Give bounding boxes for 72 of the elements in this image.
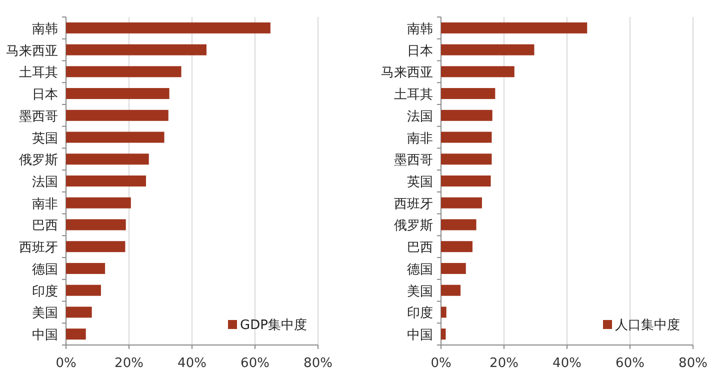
x-tick-label: 60% bbox=[616, 356, 644, 371]
y-tick-label: 英国 bbox=[407, 175, 433, 190]
bar bbox=[441, 328, 446, 340]
y-tick-label: 中国 bbox=[32, 328, 58, 344]
x-tick-label: 60% bbox=[240, 356, 270, 371]
y-tick-label: 法国 bbox=[407, 109, 433, 124]
bar bbox=[441, 284, 461, 296]
y-tick-label: 美国 bbox=[407, 283, 433, 300]
y-tick-label: 俄罗斯 bbox=[19, 153, 58, 168]
bar bbox=[66, 44, 206, 56]
x-tick-label: 40% bbox=[552, 356, 582, 371]
bar bbox=[66, 241, 126, 252]
y-tick-label: 墨西哥 bbox=[19, 109, 58, 124]
x-tick-label: 0% bbox=[430, 356, 452, 371]
y-tick-label: 日本 bbox=[407, 44, 433, 59]
bar bbox=[441, 44, 534, 56]
y-tick-label: 西班牙 bbox=[19, 240, 58, 256]
bar bbox=[66, 197, 131, 208]
y-tick-label: 印度 bbox=[407, 305, 433, 322]
y-tick-label: 巴西 bbox=[32, 218, 58, 234]
y-tick-label: 俄罗斯 bbox=[394, 218, 433, 234]
bar bbox=[66, 219, 126, 230]
bar bbox=[441, 197, 482, 208]
bar bbox=[66, 132, 164, 143]
bar bbox=[66, 22, 270, 34]
y-tick-label: 南非 bbox=[32, 196, 58, 212]
y-tick-label: 中国 bbox=[407, 328, 433, 344]
bar bbox=[441, 22, 588, 34]
x-tick-label: 0% bbox=[56, 356, 76, 371]
y-tick-label: 德国 bbox=[407, 262, 433, 278]
bar bbox=[66, 88, 170, 100]
y-tick-label: 英国 bbox=[32, 131, 58, 146]
y-tick-label: 法国 bbox=[32, 175, 58, 190]
y-tick-label: 南非 bbox=[407, 131, 433, 146]
x-tick-label: 40% bbox=[178, 356, 206, 371]
bar bbox=[441, 219, 476, 230]
bar bbox=[441, 66, 514, 78]
bar bbox=[441, 154, 492, 165]
bar bbox=[66, 110, 168, 121]
y-tick-label: 土耳其 bbox=[19, 66, 58, 81]
bar bbox=[441, 88, 496, 100]
bar bbox=[66, 284, 101, 296]
y-tick-label: 印度 bbox=[32, 283, 58, 300]
y-tick-label: 南韩 bbox=[407, 22, 433, 37]
x-tick-label: 20% bbox=[114, 356, 144, 371]
y-tick-label: 西班牙 bbox=[394, 196, 433, 212]
y-tick-label: 德国 bbox=[32, 262, 58, 278]
bar bbox=[66, 306, 92, 318]
x-tick-label: 80% bbox=[304, 356, 332, 371]
bar bbox=[66, 66, 182, 78]
bar bbox=[66, 154, 149, 165]
y-tick-label: 巴西 bbox=[407, 240, 433, 256]
bar bbox=[66, 328, 86, 340]
bar bbox=[441, 241, 472, 252]
bar bbox=[66, 262, 106, 274]
bar bbox=[441, 306, 446, 318]
y-tick-label: 土耳其 bbox=[394, 88, 433, 103]
y-tick-label: 南韩 bbox=[32, 22, 58, 37]
y-tick-label: 美国 bbox=[32, 305, 58, 322]
bar bbox=[441, 176, 491, 186]
bar bbox=[441, 132, 492, 143]
bar bbox=[441, 262, 466, 274]
legend-label: 人口集中度 bbox=[615, 317, 680, 333]
y-tick-label: 日本 bbox=[32, 88, 58, 103]
x-tick-label: 80% bbox=[678, 356, 708, 371]
bar bbox=[66, 176, 146, 186]
y-tick-label: 马来西亚 bbox=[381, 66, 433, 81]
bar bbox=[441, 110, 492, 121]
legend-label: GDP集中度 bbox=[240, 317, 307, 333]
x-tick-label: 20% bbox=[490, 356, 518, 371]
y-tick-label: 墨西哥 bbox=[394, 153, 433, 168]
y-tick-label: 马来西亚 bbox=[6, 44, 58, 59]
